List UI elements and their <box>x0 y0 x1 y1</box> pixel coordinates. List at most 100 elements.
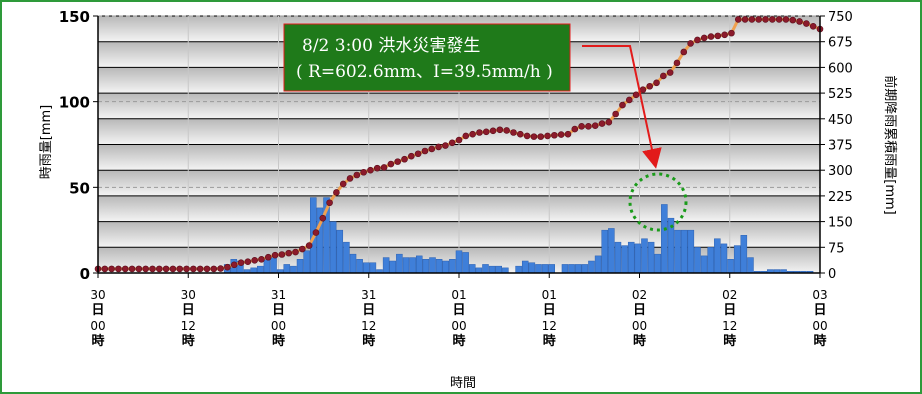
cumulative-point <box>803 20 810 27</box>
cumulative-point <box>149 265 156 273</box>
cumulative-point <box>128 265 136 273</box>
cumulative-point <box>408 152 415 160</box>
cumulative-point <box>183 265 190 273</box>
cumulative-point <box>748 16 756 23</box>
rainfall-bar <box>581 264 589 274</box>
cumulative-point <box>660 72 667 80</box>
rainfall-bar <box>641 238 648 274</box>
rainfall-bar <box>601 229 608 274</box>
rainfall-bar <box>257 265 264 274</box>
rainfall-bar <box>720 243 728 274</box>
x-tick-day: 30 <box>90 288 105 302</box>
x-tick-hh: 00 <box>451 319 466 333</box>
rainfall-bar <box>594 255 602 274</box>
cumulative-point <box>721 31 728 39</box>
rainfall-bar <box>747 257 754 274</box>
cumulative-point <box>394 158 401 165</box>
cumulative-point <box>789 16 797 24</box>
cumulative-point <box>700 34 708 42</box>
cumulative-point <box>244 258 252 265</box>
rainfall-bar <box>707 247 714 274</box>
cumulative-point <box>442 142 449 149</box>
cumulative-point <box>421 147 429 155</box>
rainfall-bar <box>290 265 297 274</box>
cumulative-point <box>373 164 381 172</box>
cumulative-point <box>537 133 545 140</box>
x-tick-ri: 日 <box>362 303 375 318</box>
cumulative-point <box>796 18 803 25</box>
cumulative-point <box>108 265 115 273</box>
rainfall-bar <box>270 255 277 274</box>
x-tick-ri: 日 <box>452 303 465 318</box>
x-tick-hh: 00 <box>632 319 647 333</box>
cumulative-point <box>557 131 565 138</box>
cumulative-point <box>156 265 163 273</box>
x-tick-shi: 時 <box>723 333 736 349</box>
cumulative-point <box>653 79 660 87</box>
cumulative-point <box>217 265 224 272</box>
rainfall-bar <box>561 264 569 274</box>
cumulative-point <box>401 155 408 163</box>
rainfall-bar <box>495 265 503 274</box>
left-tick-label: 150 <box>59 8 90 26</box>
right-tick-label: 525 <box>828 87 853 102</box>
x-tick-day: 30 <box>181 288 196 302</box>
cumulative-point <box>210 265 218 273</box>
cumulative-point <box>666 69 674 76</box>
cumulative-point <box>428 145 436 153</box>
rainfall-bar <box>336 229 344 274</box>
right-tick-label: 450 <box>828 113 853 128</box>
rainfall-bar <box>482 264 489 274</box>
cumulative-point <box>312 229 320 236</box>
x-tick-hh: 00 <box>90 319 105 333</box>
rainfall-bar <box>303 250 310 274</box>
cumulative-point <box>387 160 395 168</box>
x-axis-label: 時間 <box>450 376 476 391</box>
cumulative-point <box>115 265 122 273</box>
right-tick-label: 750 <box>828 10 853 25</box>
x-tick-hh: 12 <box>361 319 376 333</box>
rainfall-bar <box>502 267 509 274</box>
rainfall-bar <box>588 260 595 274</box>
cumulative-point <box>530 133 538 140</box>
cumulative-point <box>639 86 647 93</box>
rainfall-bar <box>647 241 655 274</box>
annotation-box <box>283 23 571 92</box>
cumulative-point <box>578 123 585 130</box>
cumulative-point <box>469 130 476 138</box>
rainfall-bar <box>468 264 476 274</box>
left-tick-label: 50 <box>69 179 90 197</box>
cumulative-point <box>591 122 599 129</box>
rainfall-bar <box>296 259 304 274</box>
cumulative-point <box>326 199 333 207</box>
cumulative-point <box>271 251 279 259</box>
left-tick-label: 100 <box>59 94 90 112</box>
rainfall-bar <box>528 262 536 274</box>
x-tick-hh: 12 <box>181 319 196 333</box>
x-tick-day: 02 <box>632 288 647 302</box>
cumulative-point <box>782 16 790 23</box>
x-tick-day: 03 <box>812 288 827 302</box>
rainfall-bar <box>714 238 721 274</box>
cumulative-point <box>251 257 258 264</box>
rainfall-bar <box>429 257 436 274</box>
cumulative-point <box>448 139 456 147</box>
cumulative-point <box>612 110 619 118</box>
right-tick-label: 75 <box>828 241 845 256</box>
rainfall-bar <box>356 259 363 274</box>
cumulative-point <box>687 40 694 47</box>
cumulative-point <box>455 136 463 144</box>
cumulative-point <box>476 129 483 136</box>
cumulative-point <box>121 265 129 273</box>
cumulative-point <box>162 265 170 273</box>
cumulative-point <box>564 130 572 138</box>
rainfall-bar <box>674 229 681 274</box>
cumulative-point <box>169 265 177 273</box>
cumulative-point <box>585 123 592 130</box>
x-tick-ri: 日 <box>272 303 285 318</box>
rainfall-bar <box>283 264 291 274</box>
annotation-arrow <box>582 45 662 169</box>
left-tick-label: 0 <box>80 265 90 283</box>
